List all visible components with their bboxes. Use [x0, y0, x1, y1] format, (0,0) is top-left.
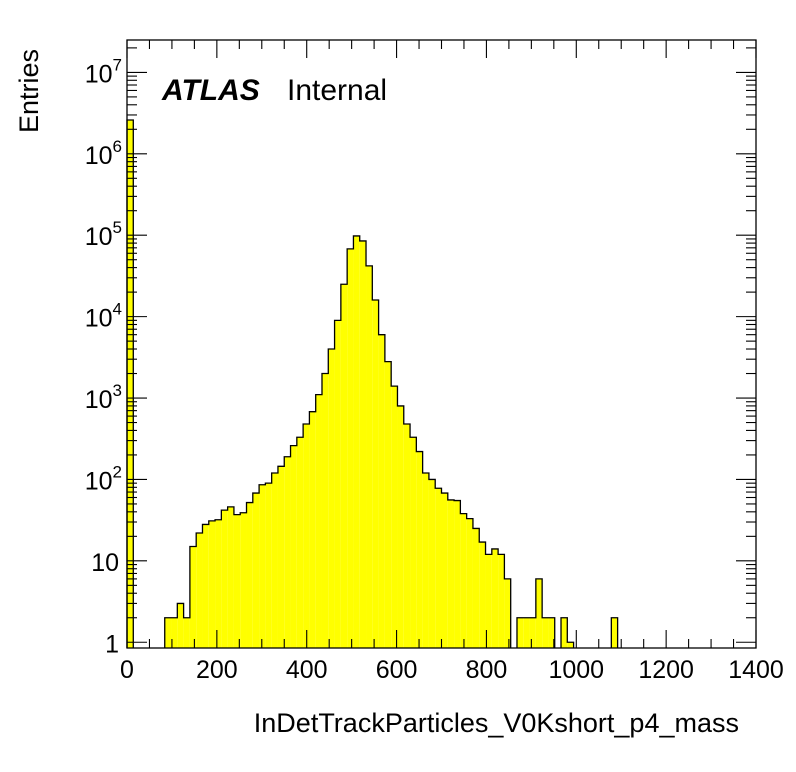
histogram-bin — [548, 617, 555, 648]
x-tick-label: 200 — [196, 656, 238, 684]
histogram-bin — [183, 617, 190, 648]
histogram-bin — [561, 617, 568, 648]
histogram-bin — [567, 642, 574, 648]
y-tick-label: 107 — [85, 55, 122, 88]
histogram-bin — [290, 445, 297, 648]
histogram-bin — [347, 248, 354, 648]
histogram-bin — [196, 532, 203, 648]
internal-label: Internal — [287, 74, 387, 107]
x-tick-label: 1200 — [638, 656, 694, 684]
histogram-bin — [428, 479, 436, 648]
histogram-bin — [391, 386, 398, 648]
y-tick-label: 104 — [85, 300, 122, 333]
histogram-bin — [171, 617, 178, 648]
histogram-bin — [277, 466, 285, 648]
histogram-bin — [611, 617, 618, 648]
histogram-bin — [416, 451, 423, 648]
histogram-bin — [441, 493, 448, 648]
histogram-bin — [403, 423, 411, 648]
y-tick-label: 1 — [105, 630, 119, 658]
histogram-bin — [529, 617, 536, 648]
x-tick-label: 1400 — [728, 656, 784, 684]
histogram-bin — [422, 472, 429, 648]
histogram-bin — [485, 554, 492, 648]
histogram-bin — [246, 502, 253, 648]
histogram-bin — [284, 456, 291, 648]
histogram-bin — [252, 493, 260, 648]
y-tick-label: 10 — [91, 549, 119, 577]
histogram-bin — [177, 603, 184, 648]
x-tick-label: 400 — [286, 656, 328, 684]
x-tick-label: 1000 — [548, 656, 604, 684]
x-tick-label: 0 — [120, 656, 134, 684]
histogram-bin — [504, 578, 511, 648]
y-axis-title: Entries — [14, 49, 44, 133]
histogram-bin — [378, 334, 385, 648]
histogram-bin — [259, 484, 266, 648]
y-tick-label: 103 — [85, 381, 122, 414]
histogram-bin — [466, 518, 473, 648]
histogram-bin — [353, 235, 360, 648]
histogram-bars — [126, 119, 619, 648]
histogram-bin — [372, 300, 379, 648]
histogram-bin — [221, 510, 228, 648]
histogram-bin — [202, 524, 209, 648]
histogram-bin — [435, 488, 442, 648]
histogram-bin — [384, 361, 392, 648]
x-axis-title: InDetTrackParticles_V0Kshort_p4_mass — [254, 708, 739, 738]
histogram-bin — [479, 542, 486, 648]
y-tick-label: 106 — [85, 137, 122, 170]
histogram-bin — [535, 578, 543, 648]
x-tick-label: 800 — [466, 656, 508, 684]
histogram-bin — [542, 617, 549, 648]
histogram-bin — [265, 483, 272, 648]
histogram-bin — [303, 423, 310, 648]
histogram-bin — [491, 548, 499, 648]
y-tick-label: 102 — [85, 462, 122, 495]
histogram-bin — [340, 284, 348, 648]
histogram-bin — [315, 394, 322, 648]
histogram-bin — [127, 120, 134, 648]
histogram-bin — [227, 506, 234, 648]
y-tick-label: 105 — [85, 218, 122, 251]
y-tick-labels: 1 10 102 103 104 105 106 107 — [85, 55, 122, 658]
histogram-bin — [215, 519, 222, 648]
histogram-bin — [296, 437, 304, 648]
x-tick-labels: 0 200 400 600 800 1000 1200 1400 — [120, 656, 784, 684]
histogram-bin — [410, 437, 417, 648]
histogram-bin — [334, 320, 341, 648]
histogram-bin — [189, 546, 197, 648]
histogram-bin — [271, 472, 278, 648]
histogram-bin — [498, 554, 505, 648]
histogram-bin — [447, 499, 455, 648]
histogram-bin — [454, 500, 461, 648]
histogram-bin — [164, 617, 172, 648]
histogram-outline — [126, 119, 619, 648]
histogram-bin — [328, 349, 335, 648]
axis-ticks — [126, 40, 757, 648]
histogram-bin — [233, 514, 241, 648]
histogram-bin — [397, 405, 404, 648]
histogram-bin — [208, 520, 216, 648]
plot-frame — [126, 39, 757, 649]
x-tick-label: 600 — [376, 656, 418, 684]
histogram-bin — [359, 240, 367, 648]
histogram-bin — [366, 265, 373, 648]
histogram-bin — [516, 617, 524, 648]
histogram-bin — [460, 513, 467, 648]
histogram-bin — [309, 411, 316, 648]
histogram-bin — [523, 617, 530, 648]
histogram-bin — [321, 373, 329, 648]
atlas-label: ATLAS — [161, 74, 260, 107]
histogram-bin — [240, 512, 247, 648]
histogram-bin — [472, 528, 480, 648]
